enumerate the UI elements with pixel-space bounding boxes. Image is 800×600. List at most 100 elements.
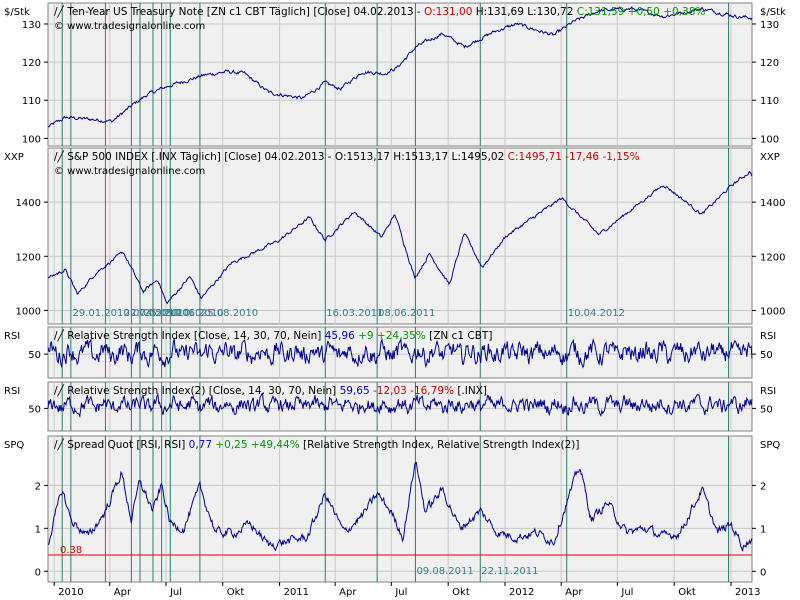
watermark: © www.tradesignalonline.com	[54, 21, 205, 32]
y-tick-label: 1400	[760, 198, 785, 209]
unit-label-right: XXP	[760, 152, 780, 163]
x-tick-label: 2012	[509, 587, 534, 598]
y-tick-label: 50	[28, 350, 41, 361]
panel-header: /╱ Spread Quot [RSI, RSI] 0,77 +0,25 +49…	[54, 438, 579, 451]
header-segment: [Relative Strength Index, Relative Stren…	[303, 439, 579, 451]
x-tick-label: Okt	[452, 587, 470, 598]
header-segment: -12,03 -16,79%	[373, 385, 457, 397]
header-segment: [ZN c1 CBT]	[429, 330, 492, 342]
x-tick-label: 2010	[58, 587, 83, 598]
unit-label-left: $/Stk	[4, 7, 30, 18]
unit-label-right: RSI	[760, 331, 776, 342]
header-segment: Ten-Year US Treasury Note [ZN c1 CBT Täg…	[66, 6, 424, 18]
header-segment: Spread Quot [RSI, RSI]	[67, 439, 188, 451]
header-segment: S&P 500 INDEX [.INX Täglich] [Close] 04.…	[67, 151, 507, 163]
series-line	[47, 462, 753, 552]
y-tick-label: 1000	[760, 306, 785, 317]
unit-label-right: SPQ	[760, 440, 780, 451]
header-segment: C:1495,71 -17,46 -1,15%	[508, 151, 640, 163]
x-axis: 2010 Apr Jul Okt 2011 Apr Jul Okt 2012 Apr Jul Okt 2…	[53, 582, 760, 598]
y-tick-label: 1000	[16, 306, 41, 317]
unit-label-left: XXP	[4, 152, 24, 163]
unit-label-left: SPQ	[4, 440, 24, 451]
panel-header: /╱ S&P 500 INDEX [.INX Täglich] [Close] …	[54, 150, 640, 163]
header-segment: O:131,00	[424, 6, 476, 18]
y-tick-label: 0	[35, 567, 41, 578]
series-line	[47, 6, 753, 128]
x-tick-label: Okt	[227, 587, 245, 598]
header-segment: Relative Strength Index [Close, 14, 30, …	[67, 330, 325, 342]
event-label: 09.08.2011	[416, 566, 473, 577]
header-segment: 0,77	[189, 439, 216, 451]
y-tick-label: 130	[22, 20, 41, 31]
panel-frame	[47, 147, 753, 325]
header-segment: C:131,59 +0,50 +0,38%	[577, 6, 706, 18]
unit-label-left: RSI	[4, 331, 20, 342]
y-tick-label: 0	[760, 567, 766, 578]
header-segment: +0,25 +49,44%	[215, 439, 303, 451]
event-label: 16.03.2011	[326, 308, 383, 319]
series-line	[47, 337, 753, 369]
y-tick-label: 120	[760, 58, 779, 69]
y-tick-label: 1	[35, 524, 41, 535]
x-tick-label: Jul	[620, 587, 633, 598]
x-tick-label: Jul	[394, 587, 407, 598]
y-tick-label: 1400	[16, 198, 41, 209]
panel-3: 50 50 /╱ Relative Strength Index [Close, 1…	[4, 326, 776, 379]
event-label: 29.01.2010	[72, 308, 129, 319]
y-tick-label: 110	[22, 96, 41, 107]
x-tick-label: Jul	[169, 587, 182, 598]
unit-label-right: RSI	[760, 386, 776, 397]
event-label: 22.11.2011	[481, 566, 538, 577]
indicator-icon: /╱	[54, 5, 67, 18]
y-tick-label: 1	[760, 524, 766, 535]
event-label: 30.06.2010	[166, 308, 223, 319]
x-tick-label: 2011	[284, 587, 309, 598]
indicator-icon: /╱	[54, 438, 67, 451]
y-tick-label: 110	[760, 96, 779, 107]
y-tick-label: 50	[760, 404, 773, 415]
header-segment: H:131,69 L:130,72	[476, 6, 577, 18]
header-segment: [.INX]	[457, 385, 487, 397]
x-tick-label: Apr	[339, 587, 357, 598]
event-label: 08.06.2011	[378, 308, 435, 319]
watermark: © www.tradesignalonline.com	[54, 166, 205, 177]
x-tick-label: Okt	[678, 587, 696, 598]
panel-header: /╱ Ten-Year US Treasury Note [ZN c1 CBT …	[54, 5, 705, 18]
unit-label-left: RSI	[4, 386, 20, 397]
y-tick-label: 50	[760, 350, 773, 361]
panel-frame	[47, 2, 753, 147]
y-tick-label: 1200	[760, 252, 785, 263]
event-label: 07.05.2010	[133, 308, 190, 319]
x-tick-label: 2013	[735, 587, 760, 598]
event-label: 22.04.2010	[124, 308, 181, 319]
indicator-icon: /╱	[54, 150, 67, 163]
y-tick-label: 120	[22, 58, 41, 69]
panel-header: /╱ Relative Strength Index(2) [Close, 14…	[54, 384, 487, 397]
event-label: 25.08.2010	[201, 308, 258, 319]
header-segment: +9 +24,35%	[358, 330, 429, 342]
header-segment: 45,96	[325, 330, 358, 342]
x-tick-label: Apr	[565, 587, 583, 598]
y-tick-label: 2	[35, 481, 41, 492]
header-segment: Relative Strength Index(2) [Close, 14, 3…	[67, 385, 339, 397]
y-tick-label: 100	[760, 134, 779, 145]
panel-header: /╱ Relative Strength Index [Close, 14, 3…	[54, 329, 492, 342]
threshold-label: 0.38	[60, 545, 82, 556]
series-line	[47, 392, 753, 418]
y-tick-label: 50	[28, 404, 41, 415]
series-line	[47, 170, 753, 305]
y-tick-label: 100	[22, 134, 41, 145]
panel-5: 0 0 1 1 2 2 0.38 09.08.2011 22.11.2011 /╱ Spread …	[4, 435, 780, 583]
y-tick-label: 130	[760, 20, 779, 31]
y-tick-label: 1200	[16, 252, 41, 263]
indicator-icon: /╱	[54, 329, 67, 342]
indicator-icon: /╱	[54, 384, 67, 397]
panel-1: 100 100 110 110 120 120 130 130 /╱ Ten-Year US T…	[4, 2, 786, 147]
panel-2: 1000 1000 1200 1200 1400 1400 29.01.201022.04.…	[4, 147, 785, 325]
event-label: 25.05.2010	[144, 308, 201, 319]
unit-label-right: $/Stk	[760, 7, 786, 18]
header-segment: 59,65	[340, 385, 373, 397]
